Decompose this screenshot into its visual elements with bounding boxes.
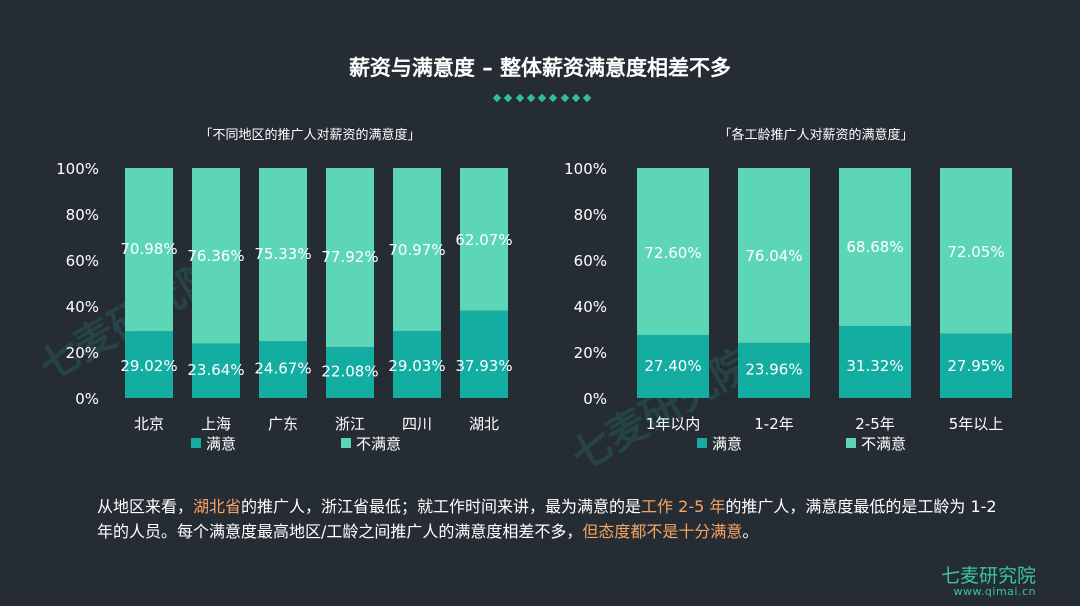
bar-satisfied [393,331,441,398]
bar-unsatisfied [259,168,307,342]
summary-paragraph: 从地区来看，湖北省的推广人，浙江省最低；就工作时间来讲，最为满意的是工作 2-5… [97,494,997,544]
chart-title: 「不同地区的推广人对薪资的满意度」 [199,127,420,143]
y-tick-label: 20% [574,344,607,362]
summary-text: 的推广人，浙江省最低；就工作时间来讲，最为满意的是 [241,497,642,516]
data-label-unsatisfied: 68.68% [846,238,903,256]
data-label-unsatisfied: 76.04% [745,247,802,265]
bar-satisfied [940,333,1012,398]
x-category-label: 广东 [268,415,298,433]
x-category-label: 四川 [402,415,432,433]
data-label-unsatisfied: 75.33% [254,245,311,263]
bar-unsatisfied [940,168,1012,334]
legend-label: 满意 [712,435,742,453]
y-tick-label: 20% [66,344,99,362]
legend-label: 不满意 [861,435,906,453]
bar-unsatisfied [637,168,709,335]
x-category-label: 北京 [134,415,164,433]
chart-title: 「各工龄推广人对薪资的满意度」 [718,127,913,143]
tenure-satisfaction-chart: 「各工龄推广人对薪资的满意度」 0% 20% 40% 60% 80% 100% 27.40% 7… [564,127,1012,453]
bar-satisfied [125,331,173,398]
y-tick-label: 100% [564,160,607,178]
x-category-label: 1-2年 [754,415,794,433]
summary-highlight: 湖北省 [193,497,242,516]
summary-text: 的推广人，满意度最低的是工龄为 1-2 年的人员。每个满意度最高地区/工龄之间推… [97,497,997,541]
summary-text: 。 [742,522,759,541]
data-label-unsatisfied: 72.60% [644,244,701,262]
data-label-unsatisfied: 70.98% [120,240,177,258]
data-label-satisfied: 31.32% [846,357,903,375]
data-label-satisfied: 27.95% [947,357,1004,375]
data-label-unsatisfied: 72.05% [947,243,1004,261]
data-label-satisfied: 29.03% [388,357,445,375]
bar-unsatisfied [460,168,508,311]
bar-unsatisfied [839,168,911,326]
summary-text: 从地区来看， [97,497,194,516]
x-category-label: 5年以上 [949,415,1004,433]
legend-label: 满意 [206,435,236,453]
bar-satisfied [192,343,240,398]
legend-label: 不满意 [356,435,401,453]
legend-swatch [191,438,201,448]
x-category-label: 1年以内 [646,415,701,433]
summary-highlight: 但态度都不是十分满意 [582,522,743,541]
summary-highlight: 工作 2-5 年 [641,497,726,516]
x-category-label: 上海 [201,415,231,433]
data-label-satisfied: 24.67% [254,360,311,378]
data-label-satisfied: 27.40% [644,357,701,375]
bar-unsatisfied [738,168,810,343]
bar-satisfied [259,341,307,398]
y-tick-label: 80% [574,206,607,224]
bar-satisfied [738,342,810,398]
legend-swatch [341,438,351,448]
data-label-unsatisfied: 76.36% [187,247,244,265]
data-label-unsatisfied: 62.07% [455,231,512,249]
data-label-satisfied: 23.96% [745,360,802,378]
data-label-satisfied: 23.64% [187,361,244,379]
data-label-satisfied: 29.02% [120,357,177,375]
y-tick-label: 40% [574,298,607,316]
legend-swatch [697,438,707,448]
y-tick-label: 0% [583,390,607,408]
bar-unsatisfied [125,168,173,332]
data-label-unsatisfied: 70.97% [388,241,445,259]
bar-satisfied [839,325,911,398]
region-satisfaction-chart: 「不同地区的推广人对薪资的满意度」 0% 20% 40% 60% 80% 100% 29.02… [56,127,512,453]
y-tick-label: 60% [66,252,99,270]
brand-url[interactable]: www.qimai.cn [953,585,1036,598]
brand-name: 七麦研究院 [940,565,1036,587]
bar-satisfied [326,347,374,398]
y-tick-label: 60% [574,252,607,270]
x-category-label: 2-5年 [855,415,895,433]
data-label-unsatisfied: 77.92% [321,248,378,266]
bar-unsatisfied [393,168,441,332]
y-tick-label: 80% [66,206,99,224]
y-tick-label: 40% [66,298,99,316]
bar-satisfied [637,334,709,398]
page-title: 薪资与满意度 – 整体薪资满意度相差不多 [348,56,732,80]
data-label-satisfied: 22.08% [321,363,378,381]
bar-satisfied [460,310,508,398]
bar-unsatisfied [326,168,374,348]
data-label-satisfied: 37.93% [455,357,512,375]
legend-swatch [846,438,856,448]
x-category-label: 浙江 [335,415,365,433]
bar-unsatisfied [192,168,240,344]
x-category-label: 湖北 [469,415,499,433]
y-tick-label: 0% [75,390,99,408]
y-tick-label: 100% [56,160,99,178]
